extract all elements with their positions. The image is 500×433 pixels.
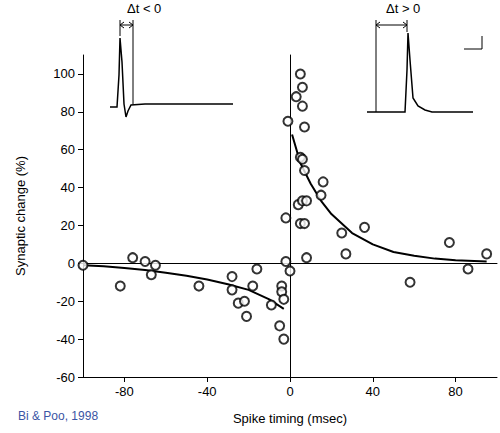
svg-text:20: 20 <box>61 218 75 233</box>
svg-text:40: 40 <box>366 384 380 399</box>
svg-text:Δt < 0: Δt < 0 <box>127 1 161 16</box>
svg-text:-60: -60 <box>56 370 75 385</box>
svg-text:-40: -40 <box>198 384 217 399</box>
svg-text:-20: -20 <box>56 294 75 309</box>
svg-text:0: 0 <box>286 384 293 399</box>
svg-text:Spike timing (msec): Spike timing (msec) <box>233 411 347 426</box>
svg-text:0: 0 <box>68 256 75 271</box>
svg-text:Bi & Poo, 1998: Bi & Poo, 1998 <box>18 409 98 423</box>
svg-text:80: 80 <box>448 384 462 399</box>
svg-text:100: 100 <box>53 66 75 81</box>
svg-text:60: 60 <box>61 142 75 157</box>
svg-text:-40: -40 <box>56 332 75 347</box>
svg-text:Δt > 0: Δt > 0 <box>386 1 420 16</box>
svg-text:80: 80 <box>61 104 75 119</box>
svg-text:-80: -80 <box>115 384 134 399</box>
svg-text:Synaptic change (%): Synaptic change (%) <box>13 156 28 276</box>
svg-text:40: 40 <box>61 180 75 195</box>
